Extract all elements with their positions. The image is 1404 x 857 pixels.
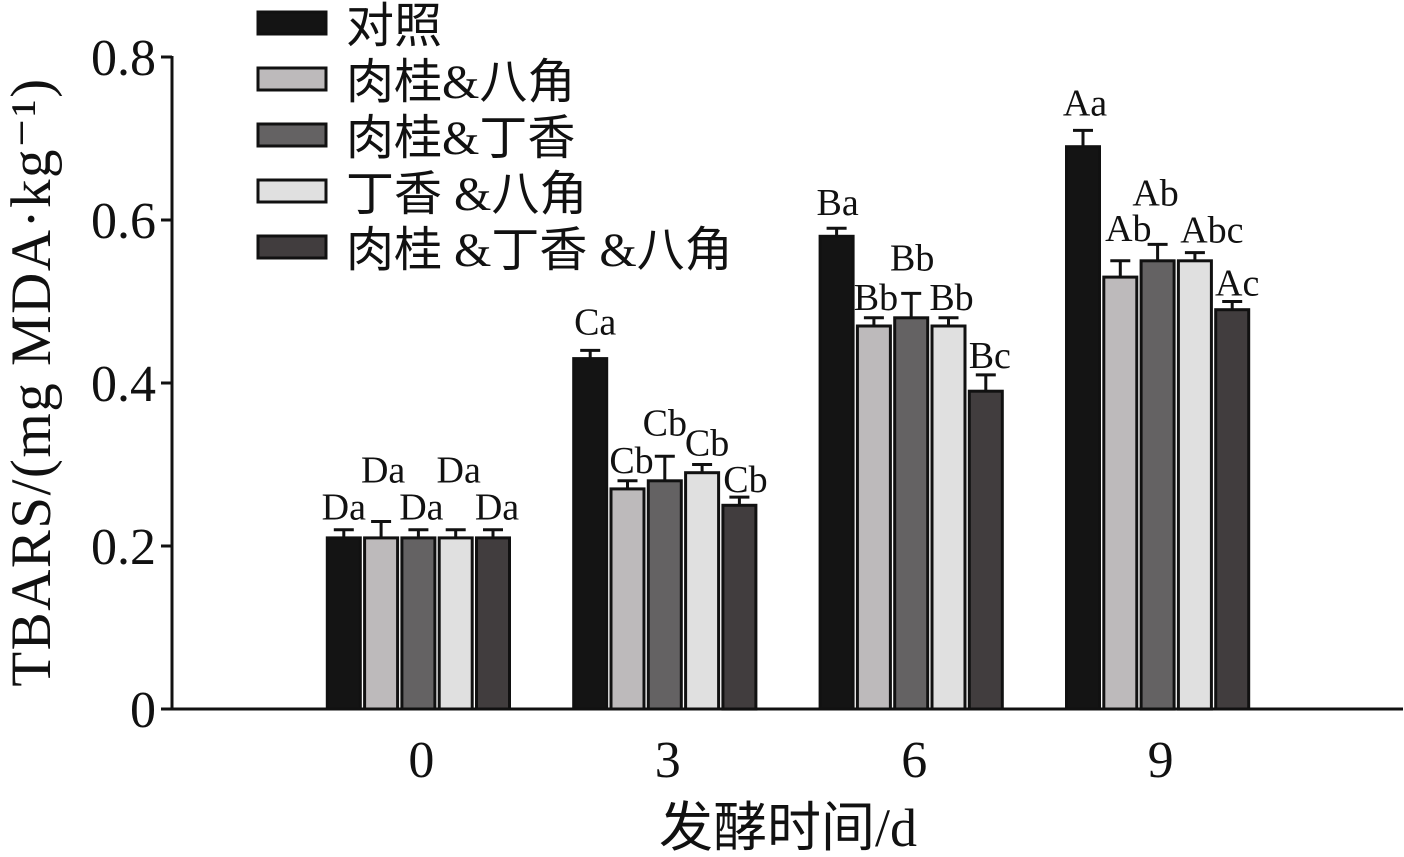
significance-label-series-3-day-6: Bb xyxy=(890,237,934,279)
significance-label-series-1-day-6: Ba xyxy=(816,182,858,224)
bar-series-2-day-6 xyxy=(855,324,892,711)
bar-series-4-day-3 xyxy=(684,471,721,711)
significance-label-series-4-day-9: Abc xyxy=(1180,210,1243,252)
y-axis-title: TBARS/(mg MDA·kg⁻¹) xyxy=(0,77,63,686)
error-bar-series-3-day-9 xyxy=(1147,242,1168,261)
bar-series-5-day-9 xyxy=(1214,308,1251,711)
significance-label-series-2-day-6: Bb xyxy=(854,277,898,319)
y-tick-label-4: 0.8 xyxy=(91,30,156,87)
x-tick-label-6: 6 xyxy=(901,732,927,789)
bar-series-1-day-6 xyxy=(818,234,855,711)
legend-swatch-2 xyxy=(256,66,328,92)
error-bar-series-3-day-6 xyxy=(901,291,922,318)
significance-label-series-5-day-9: Ac xyxy=(1215,263,1259,305)
x-axis-ticks: 0 3 6 9 xyxy=(408,732,1173,789)
significance-label-series-4-day-6: Bb xyxy=(929,277,973,319)
bar-series-5-day-3 xyxy=(721,503,758,711)
significance-label-series-3-day-0: Da xyxy=(399,487,443,529)
significance-label-series-2-day-0: Da xyxy=(361,450,405,492)
legend-item-1: 对照 xyxy=(256,0,442,53)
y-tick-label-1: 0.2 xyxy=(91,519,156,576)
legend-item-5: 肉桂 &丁香 &八角 xyxy=(256,224,733,277)
y-tick-label-2: 0.4 xyxy=(91,356,156,413)
legend-swatch-3 xyxy=(256,122,328,148)
bar-series-2-day-0 xyxy=(363,536,400,711)
legend-swatch-4 xyxy=(256,178,328,204)
legend-label-4: 丁香 &八角 xyxy=(346,168,587,221)
legend-label-5: 肉桂 &丁香 &八角 xyxy=(346,224,733,277)
bar-series-5-day-0 xyxy=(475,536,511,711)
significance-label-series-5-day-6: Bc xyxy=(969,335,1011,377)
error-bar-series-3-day-0 xyxy=(408,528,429,538)
error-bar-series-4-day-6 xyxy=(938,316,959,326)
bar-series-5-day-6 xyxy=(967,389,1004,711)
significance-label-series-2-day-9: Ab xyxy=(1105,208,1151,250)
bar-series-3-day-0 xyxy=(400,536,437,711)
bar-series-2-day-3 xyxy=(609,487,646,711)
error-bar-series-2-day-6 xyxy=(863,316,884,326)
y-tick-label-3: 0.6 xyxy=(91,193,156,250)
significance-label-series-1-day-9: Aa xyxy=(1063,82,1107,124)
bar-series-1-day-3 xyxy=(572,357,609,711)
error-bar-series-3-day-3 xyxy=(654,454,675,481)
bar-series-1-day-0 xyxy=(325,536,362,711)
legend-swatch-5 xyxy=(256,234,328,260)
bar-series-3-day-6 xyxy=(893,316,930,711)
legend-item-2: 肉桂&八角 xyxy=(256,56,575,109)
error-bar-series-1-day-3 xyxy=(580,348,601,359)
legend-label-3: 肉桂&丁香 xyxy=(346,112,575,165)
x-axis-title: 发酵时间/d xyxy=(659,798,917,857)
error-bar-series-1-day-6 xyxy=(826,226,847,237)
y-tick-label-0: 0 xyxy=(130,682,156,739)
significance-label-series-5-day-3: Cb xyxy=(723,459,767,501)
error-bar-series-4-day-3 xyxy=(692,463,713,473)
error-bars-group xyxy=(333,128,1243,538)
significance-label-series-3-day-9: Ab xyxy=(1132,172,1178,214)
x-tick-label-0: 0 xyxy=(408,732,434,789)
significance-label-series-1-day-0: Da xyxy=(322,487,366,529)
legend-swatch-1 xyxy=(256,10,328,36)
significance-label-series-3-day-3: Cb xyxy=(643,402,687,444)
bar-series-4-day-6 xyxy=(930,324,967,711)
error-bar-series-2-day-3 xyxy=(617,479,638,489)
bar-series-4-day-9 xyxy=(1176,259,1213,711)
bar-series-2-day-9 xyxy=(1102,275,1139,711)
legend-item-3: 肉桂&丁香 xyxy=(256,112,575,165)
error-bar-series-4-day-0 xyxy=(445,528,466,538)
significance-label-series-4-day-0: Da xyxy=(437,450,481,492)
error-bar-series-5-day-0 xyxy=(483,528,503,538)
bar-series-3-day-9 xyxy=(1139,259,1176,711)
significance-label-series-1-day-3: Ca xyxy=(574,301,616,343)
legend-label-1: 对照 xyxy=(346,0,442,53)
bar-series-4-day-0 xyxy=(437,536,474,711)
y-axis-ticks: 0 0.2 0.4 0.6 0.8 xyxy=(91,30,172,739)
significance-label-series-2-day-3: Cb xyxy=(609,440,653,482)
x-tick-label-3: 3 xyxy=(655,732,681,789)
significance-labels-group: Da Ca Ba Aa Da Cb Bb Ab Da Cb Bb Ab Da Cb Bb Abc Da Cb Bc A… xyxy=(322,82,1260,528)
legend-label-2: 肉桂&八角 xyxy=(346,56,575,109)
significance-label-series-5-day-0: Da xyxy=(475,487,519,529)
significance-label-series-4-day-3: Cb xyxy=(685,423,729,465)
error-bar-series-2-day-0 xyxy=(371,520,392,538)
error-bar-series-5-day-3 xyxy=(729,495,750,506)
error-bar-series-4-day-9 xyxy=(1184,251,1205,261)
error-bar-series-2-day-9 xyxy=(1110,259,1131,278)
error-bar-series-5-day-9 xyxy=(1222,300,1243,310)
error-bar-series-1-day-9 xyxy=(1073,128,1093,147)
error-bar-series-1-day-0 xyxy=(333,528,354,538)
bar-series-1-day-9 xyxy=(1065,145,1101,711)
error-bar-series-5-day-6 xyxy=(975,373,996,392)
legend-item-4: 丁香 &八角 xyxy=(256,168,587,221)
bar-series-3-day-3 xyxy=(646,479,683,711)
x-tick-label-9: 9 xyxy=(1148,732,1174,789)
